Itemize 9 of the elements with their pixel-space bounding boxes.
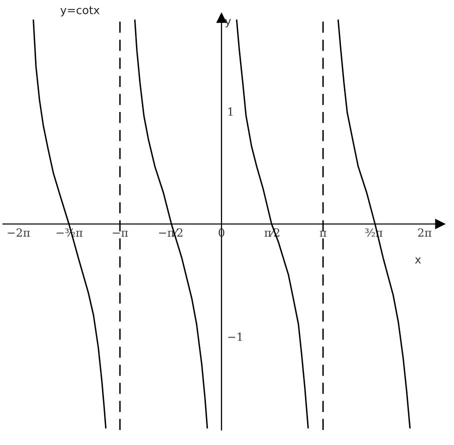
x-tick-label: −2π	[8, 228, 30, 237]
x-tick-label: −π	[112, 230, 128, 237]
chart-title: y=cotx	[60, 6, 100, 16]
x-axis-title: x	[415, 257, 421, 264]
y-axis-title: y	[225, 18, 231, 28]
x-tick-label: 2π	[418, 228, 432, 237]
y-tick-label: −1	[228, 332, 242, 341]
y-tick-label: 1	[228, 107, 233, 116]
x-tick-label: π	[320, 230, 326, 237]
